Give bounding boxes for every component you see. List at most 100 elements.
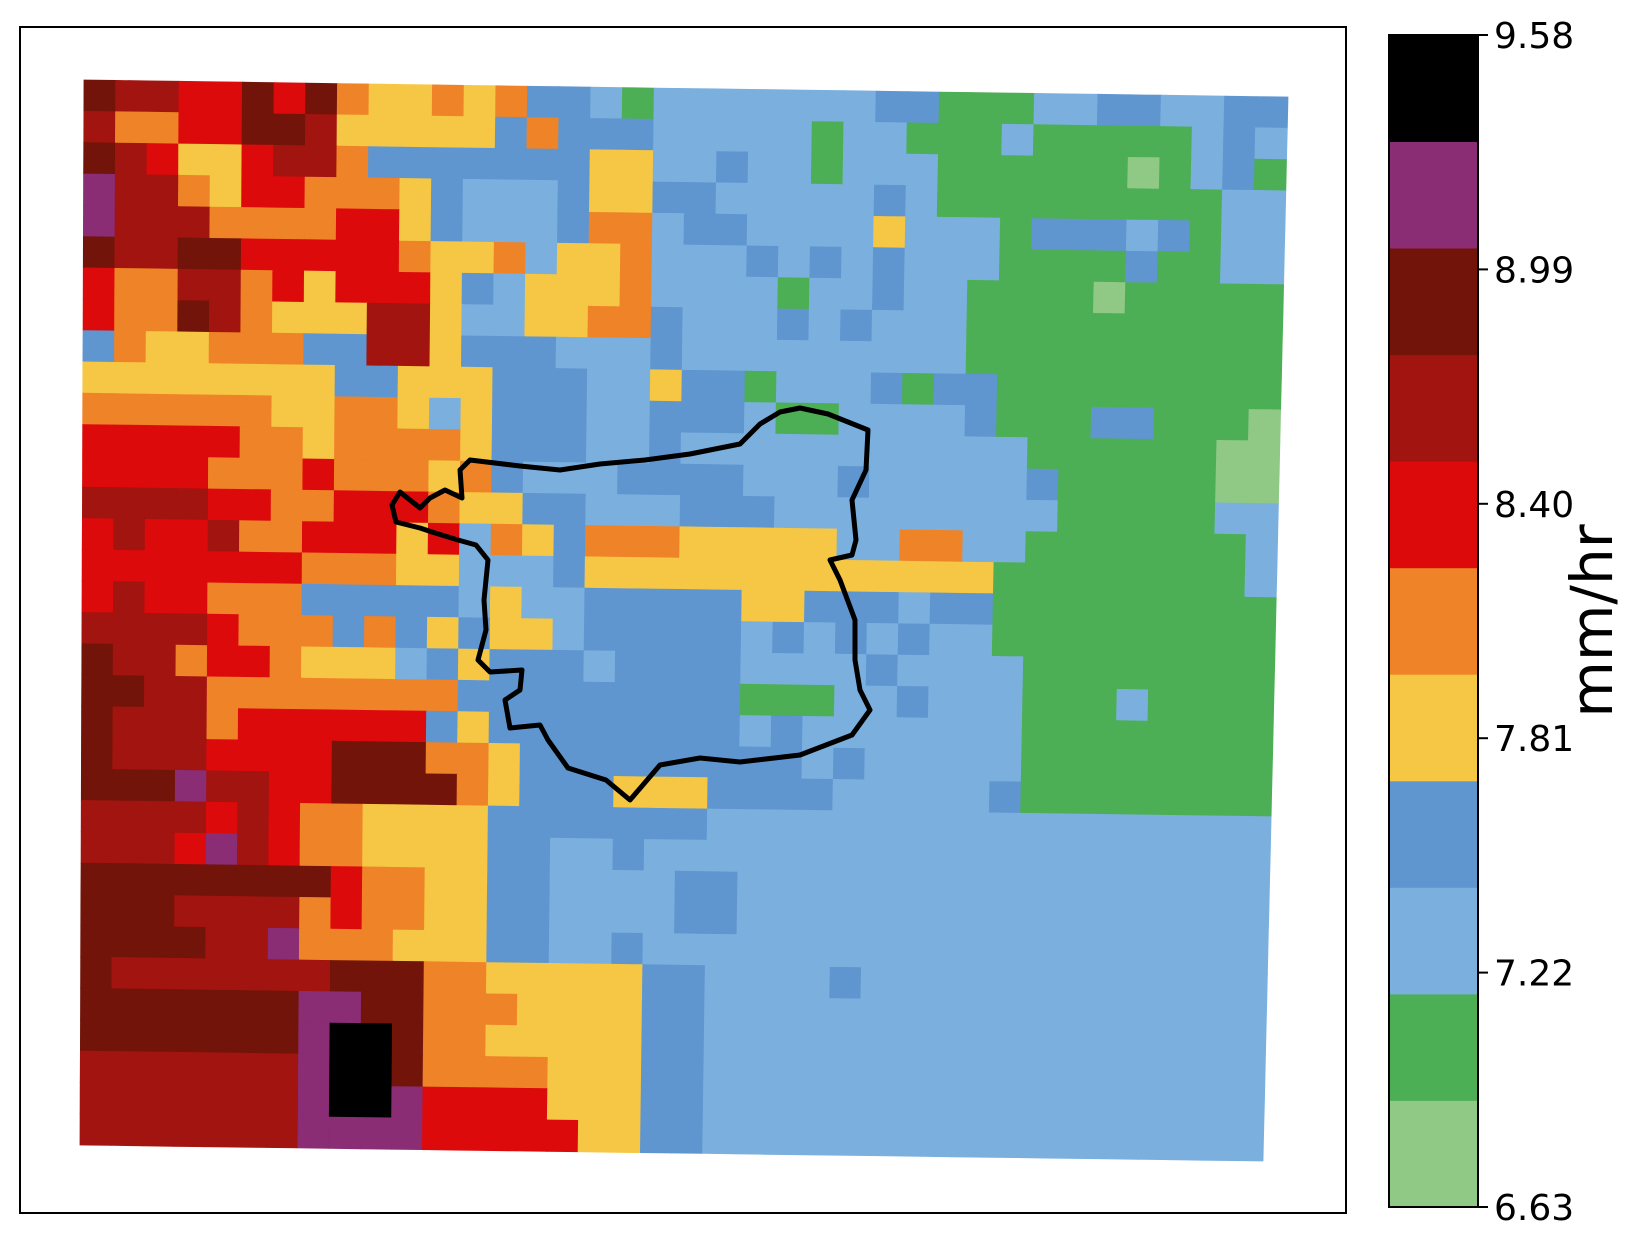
heatmap-cell (1014, 1063, 1048, 1096)
heatmap-cell (526, 85, 560, 119)
heatmap-cell (579, 994, 612, 1028)
heatmap-cell (995, 436, 1029, 470)
heatmap-cell (772, 621, 805, 655)
heatmap-cell (649, 400, 683, 434)
heatmap-cell (653, 87, 687, 121)
heatmap-cell (390, 1117, 424, 1151)
colorbar-segment (1389, 461, 1478, 569)
heatmap-cell (1246, 471, 1280, 505)
heatmap-cell (431, 84, 465, 118)
heatmap-cell (235, 1021, 269, 1055)
heatmap-cell (272, 207, 306, 241)
heatmap-cell (334, 396, 367, 429)
heatmap-cell (143, 738, 177, 771)
heatmap-cell (874, 153, 908, 186)
heatmap-cell (454, 993, 487, 1026)
heatmap-cell (454, 961, 488, 995)
heatmap-cell (485, 962, 519, 995)
heatmap-cell (968, 185, 1002, 219)
heatmap-cell (959, 655, 993, 689)
heatmap-cell (80, 925, 113, 958)
heatmap-cell (1015, 1000, 1049, 1034)
heatmap-cell (81, 549, 115, 583)
heatmap-cell (240, 301, 274, 334)
heatmap-cell (303, 333, 336, 366)
heatmap-cell (548, 931, 582, 965)
heatmap-cell (1124, 282, 1158, 315)
heatmap-cell (1123, 313, 1158, 347)
heatmap-cell (142, 894, 176, 928)
heatmap-cell (897, 623, 931, 656)
heatmap-cell (682, 275, 716, 309)
heatmap-cell (332, 615, 366, 649)
heatmap-cell (893, 873, 927, 907)
heatmap-cell (362, 835, 395, 868)
heatmap-cell (204, 1020, 237, 1054)
heatmap-cell (204, 1083, 237, 1117)
heatmap-cell (1022, 656, 1056, 690)
heatmap-cell (547, 1025, 581, 1059)
heatmap-cell (581, 838, 614, 871)
heatmap-cell (362, 803, 395, 837)
heatmap-cell (1118, 563, 1152, 597)
heatmap-cell (145, 424, 178, 458)
heatmap-cell (890, 1030, 924, 1063)
heatmap-cell (617, 400, 651, 433)
heatmap-cell (1050, 813, 1084, 846)
heatmap-cell (1175, 846, 1209, 879)
heatmap-cell (714, 245, 748, 278)
heatmap-cell (680, 463, 713, 497)
heatmap-cell (935, 279, 969, 313)
heatmap-cell (1238, 815, 1272, 849)
heatmap-cell (427, 554, 460, 587)
heatmap-cell (177, 237, 211, 271)
heatmap-cell (925, 842, 958, 876)
heatmap-cell (363, 647, 397, 680)
heatmap-cell (707, 714, 741, 748)
heatmap-cell (144, 581, 177, 615)
heatmap-cell (841, 215, 875, 249)
heatmap-cell (365, 459, 398, 493)
heatmap-cell (241, 113, 275, 146)
heatmap-cell (739, 715, 772, 748)
heatmap-cell (672, 996, 706, 1029)
heatmap-cell (828, 1029, 861, 1063)
heatmap-cell (1120, 469, 1154, 503)
heatmap-cell (1140, 1033, 1173, 1067)
heatmap-cell (146, 205, 179, 239)
heatmap-cell (1213, 533, 1247, 567)
heatmap-cell (491, 429, 525, 463)
heatmap-cell (834, 653, 868, 687)
heatmap-cell (713, 338, 747, 372)
heatmap-cell (859, 998, 893, 1032)
heatmap-cell (587, 305, 621, 339)
heatmap-cell (1126, 188, 1160, 221)
heatmap-cell (271, 301, 305, 335)
heatmap-cell (238, 520, 272, 553)
heatmap-cell (455, 836, 489, 870)
heatmap-cell (335, 208, 369, 242)
heatmap-cell (422, 1086, 455, 1120)
heatmap-cell (141, 1082, 175, 1116)
heatmap-cell (1169, 1096, 1203, 1130)
heatmap-cell (1032, 155, 1066, 189)
heatmap-cell (716, 119, 750, 153)
heatmap-cell (82, 236, 116, 269)
heatmap-cell (524, 305, 558, 338)
heatmap-cell (804, 528, 838, 561)
heatmap-cell (456, 742, 490, 776)
heatmap-cell (424, 836, 458, 869)
heatmap-cell (329, 960, 363, 993)
heatmap-cell (146, 80, 180, 114)
heatmap-cell (524, 273, 558, 307)
heatmap-cell (462, 178, 496, 212)
heatmap-cell (609, 1026, 643, 1060)
heatmap-cell (925, 811, 959, 845)
heatmap-cell (305, 82, 338, 116)
heatmap-cell (1191, 126, 1225, 160)
heatmap-cell (777, 245, 811, 279)
heatmap-cell (1057, 469, 1091, 502)
heatmap-cell (177, 206, 211, 239)
heatmap-cell (616, 525, 650, 559)
heatmap-cell (173, 926, 207, 960)
